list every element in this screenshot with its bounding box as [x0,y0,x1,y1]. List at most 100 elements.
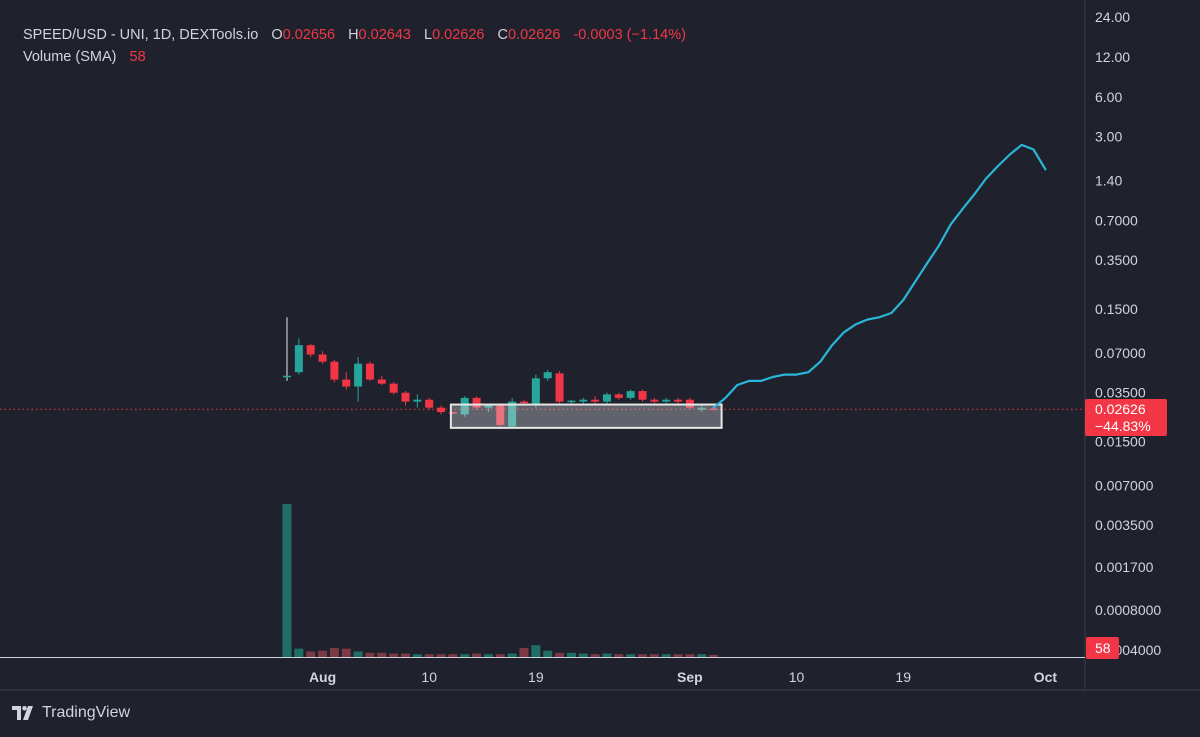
volume-bar [661,654,671,657]
range-box[interactable] [449,403,723,429]
volume-bar [697,654,707,657]
volume-bar [401,653,410,657]
x-tick-label: Oct [1034,669,1058,685]
candle-body [496,405,505,425]
candle-body [484,405,493,408]
x-tick-label: Aug [309,669,336,685]
candle[interactable] [437,405,446,415]
candle[interactable] [602,392,611,404]
y-tick-label: 0.3500 [1095,252,1138,268]
x-tick-label: 10 [421,669,437,685]
volume-bar [460,654,470,657]
candle[interactable] [591,396,600,404]
volume-row: Volume (SMA) 58 [23,46,686,68]
x-tick-label: Sep [677,669,703,685]
y-tick-label: 6.00 [1095,89,1122,105]
candle-body [626,391,635,398]
volume-bar [448,654,458,657]
close-label: C [497,27,509,43]
volume-bars [282,503,719,657]
volume-bar [483,654,493,657]
candle-body [330,361,339,380]
candle[interactable] [413,394,422,408]
ohlc-row: SPEED/USD - UNI, 1D, DEXTools.io O0.0265… [23,24,686,46]
volume-bar [424,654,434,657]
candle[interactable] [306,343,315,358]
volume-bar [531,645,541,657]
candle[interactable] [365,361,374,381]
candle[interactable] [508,397,517,428]
volume-badge-value: 58 [1095,640,1111,656]
projection-line[interactable] [712,143,1047,409]
candle-body [697,407,706,410]
volume-bar [353,651,363,657]
candle-body [579,399,588,402]
y-tick-label: 0.0008000 [1095,602,1161,618]
drawing-overlays[interactable] [0,143,1085,429]
watermark-text: TradingView [42,704,131,721]
volume-bar [614,654,624,657]
candle[interactable] [638,389,647,402]
candle[interactable] [318,351,327,364]
high-label: H [348,27,359,43]
candle[interactable] [543,369,552,381]
candle-body [591,399,600,402]
y-tick-label: 1.40 [1095,172,1122,188]
y-tick-label: 12.00 [1095,49,1130,65]
candle[interactable] [555,371,564,404]
volume-bar [578,653,588,657]
y-tick-label: 0.001700 [1095,559,1154,575]
candle-body [306,345,315,355]
volume-bar [377,652,387,657]
candle[interactable] [567,399,576,404]
candle[interactable] [472,396,481,410]
candle-body [413,399,422,402]
candle[interactable] [662,397,671,404]
candle[interactable] [697,405,706,413]
candle[interactable] [294,338,303,375]
candle-body [709,408,718,411]
candle[interactable] [425,397,434,410]
symbol-label[interactable]: SPEED/USD - UNI, 1D, DEXTools.io [23,27,259,43]
volume-label[interactable]: Volume (SMA) [23,49,117,65]
candle-body [377,379,386,384]
candle[interactable] [354,357,363,402]
candle[interactable] [626,389,635,400]
candle-body [531,378,540,404]
candle[interactable] [496,403,505,428]
candle[interactable] [389,382,398,395]
x-tick-label: 19 [528,669,544,685]
candle-body [602,394,611,402]
candle[interactable] [650,397,659,404]
tradingview-watermark[interactable]: TradingView [12,704,130,722]
candle[interactable] [531,374,540,408]
volume-bar [436,654,446,657]
volume-bar [649,654,659,657]
candle-body [520,401,528,404]
candle[interactable] [342,372,351,390]
candle[interactable] [377,375,386,386]
candle[interactable] [460,396,469,417]
y-tick-label: 0.03500 [1095,385,1146,401]
candle-body [614,394,623,398]
candle[interactable] [614,392,623,400]
candle[interactable] [283,317,291,381]
candle-body [662,399,671,402]
candle-body [425,399,434,408]
candle[interactable] [520,399,528,404]
candle[interactable] [448,412,457,415]
candle[interactable] [674,397,683,404]
volume-bar [306,651,316,657]
candle-body [650,399,659,402]
candle[interactable] [579,397,588,404]
axes[interactable]: 24.00 12.00 6.00 3.00 1.40 0.7000 0.3500 0.1500… [0,0,1200,691]
candle[interactable] [401,391,410,406]
candle[interactable] [330,359,339,383]
volume-bar [555,652,565,657]
x-tick-label: 10 [789,669,805,685]
candle-body [460,397,469,415]
price-badge-price: 0.02626 [1095,401,1146,417]
volume-bar [543,650,553,657]
